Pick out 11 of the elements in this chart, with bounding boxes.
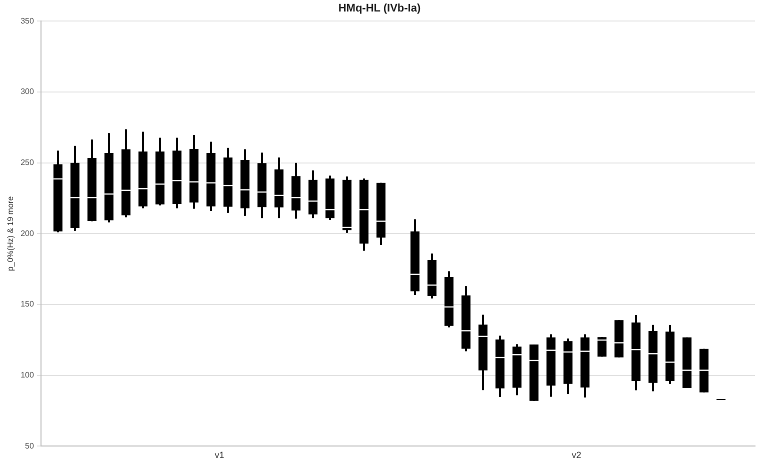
- y-tick-label: 150: [20, 300, 34, 309]
- y-tick-label: 300: [20, 87, 34, 96]
- y-tick-label: 350: [20, 16, 34, 26]
- x-tick-label: v2: [572, 450, 582, 460]
- chart-title: HMq-HL (IVb-Ia): [338, 2, 421, 15]
- y-axis-title: p_0%(Hz) & 19 more: [6, 196, 16, 272]
- x-tick-label: v1: [214, 450, 224, 460]
- y-tick-label: 50: [25, 441, 34, 450]
- y-tick-label: 200: [20, 228, 34, 238]
- y-tick-label: 100: [20, 370, 34, 380]
- y-tick-label: 250: [20, 158, 34, 168]
